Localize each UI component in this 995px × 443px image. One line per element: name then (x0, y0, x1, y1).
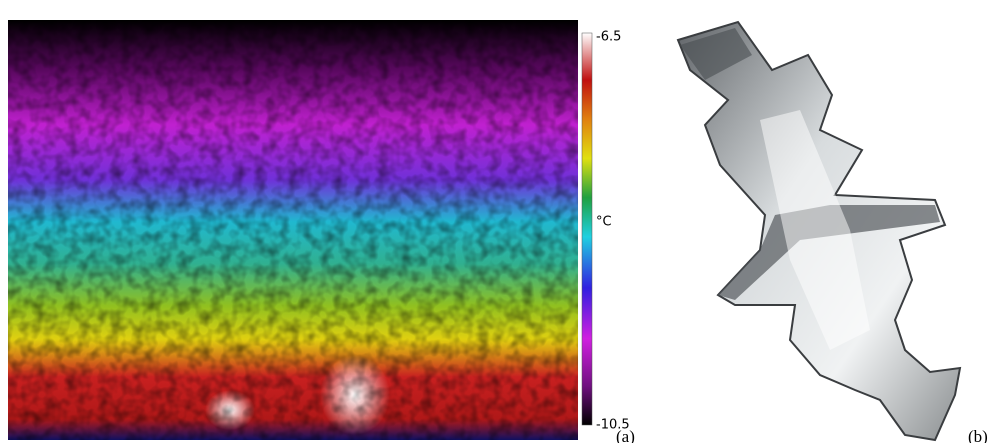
colorbar-unit: °C (596, 215, 612, 230)
colorbar-max-label: -6.5 (596, 30, 621, 45)
panel-caption: (b) (968, 427, 988, 443)
figure: -6.5 °C -10.5 (a) (b) (0, 0, 995, 443)
page: -6.5 °C -10.5 (a) (b) (() => { const dat… (0, 0, 995, 443)
thermal-texture (8, 20, 578, 440)
crystal-photo (678, 22, 960, 440)
colorbar (582, 33, 592, 425)
thermal-image (8, 20, 578, 440)
panel-caption: (a) (616, 427, 635, 443)
